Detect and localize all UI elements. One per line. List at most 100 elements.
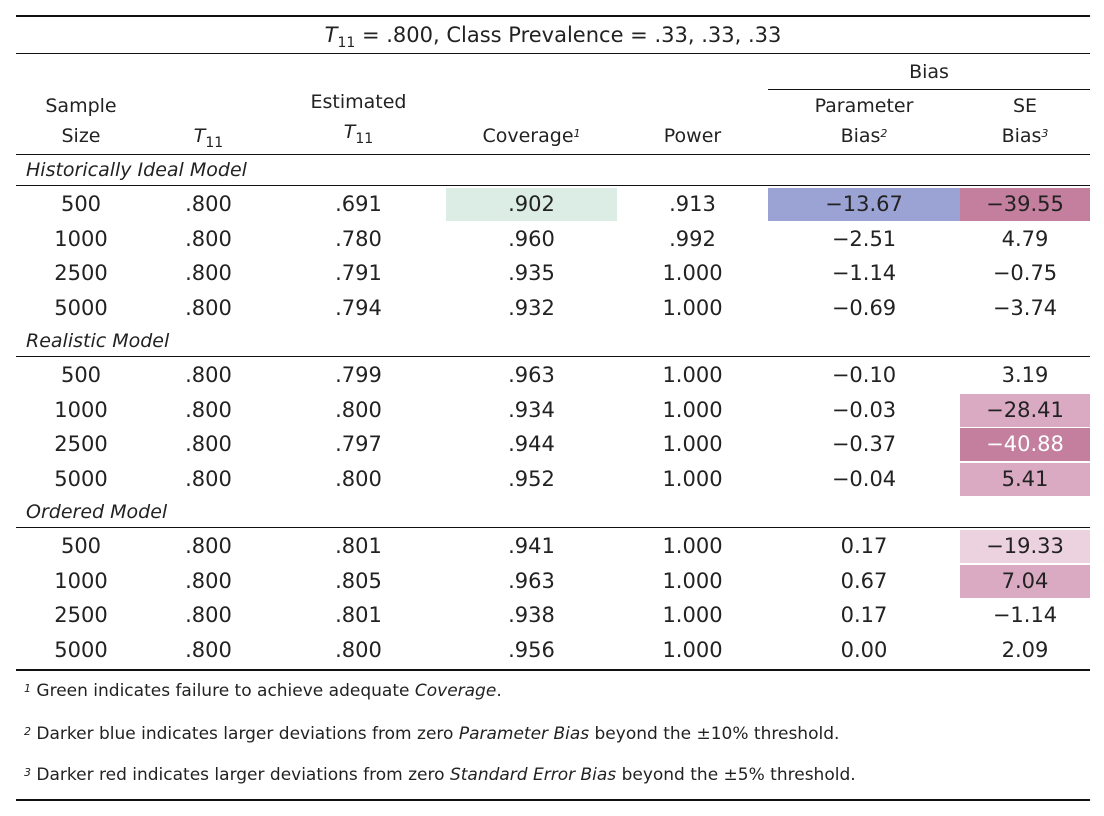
cell-power: .913: [669, 192, 716, 216]
cell-t11: .800: [185, 397, 232, 422]
cell-power: 1.000: [662, 534, 723, 558]
cell-t11: .800: [185, 466, 232, 491]
footnote-term: Coverage: [414, 681, 497, 701]
cell-param-bias: −0.10: [831, 363, 897, 387]
cell-n: 5000: [54, 637, 108, 662]
cell-coverage: .956: [508, 637, 555, 662]
cell-power: 1.000: [662, 261, 723, 285]
cell-se-bias: −39.55: [960, 188, 1090, 221]
cell-n: 2500: [54, 432, 108, 456]
cell-est: .801: [335, 534, 382, 558]
section-rule: [16, 185, 1090, 186]
cell-power: 1.000: [662, 603, 723, 627]
header-rule: [16, 154, 1090, 155]
cell-se-bias: −3.74: [992, 295, 1058, 320]
header-parameter-bias: Parameter Bias2: [814, 95, 914, 147]
footnote-term: Parameter Bias: [458, 724, 590, 744]
section-label: Realistic Model: [26, 330, 170, 352]
cell-coverage: .944: [508, 432, 555, 456]
cell-est: .780: [335, 226, 382, 251]
cell-coverage: .935: [508, 261, 555, 285]
header-sample-size: Sample Size: [45, 95, 117, 147]
cell-n: 2500: [54, 261, 108, 285]
cell-se-bias: −28.41: [960, 393, 1090, 427]
cell-t11: .800: [185, 603, 232, 627]
top-rule: [16, 15, 1090, 17]
footnote-text-end: .: [496, 681, 502, 701]
footnote-text: Green indicates failure to achieve adequ…: [31, 681, 415, 701]
cell-coverage: .952: [508, 466, 555, 491]
cell-param-bias: −2.51: [831, 226, 897, 251]
section-label: Historically Ideal Model: [26, 159, 247, 181]
cell-param-bias: 0.00: [840, 637, 888, 662]
cell-n: 5000: [54, 295, 108, 320]
cell-est: .799: [335, 363, 382, 387]
cell-t11: .800: [185, 363, 232, 387]
footnote-text: Darker red indicates larger deviations f…: [31, 765, 450, 785]
cell-n: 1000: [54, 397, 108, 422]
cell-n: 1000: [54, 226, 108, 251]
cell-est: .805: [335, 568, 382, 593]
cell-coverage: .963: [508, 363, 555, 387]
cell-power: 1.000: [662, 363, 723, 387]
cell-t11: .800: [185, 568, 232, 593]
cell-se-bias: 2.09: [1001, 637, 1049, 662]
cell-est: .800: [335, 397, 382, 422]
cell-t11: .800: [185, 432, 232, 456]
header-power: Power: [663, 125, 722, 147]
cell-param-bias: −13.67: [768, 188, 960, 221]
cell-param-bias: 0.17: [840, 534, 888, 558]
cell-n: 500: [60, 534, 102, 558]
cell-t11: .800: [185, 261, 232, 285]
cell-t11: .800: [185, 192, 232, 216]
cell-t11: .800: [185, 637, 232, 662]
cell-est: .691: [335, 192, 382, 216]
header-coverage: Coverage1: [482, 125, 581, 147]
cell-power: 1.000: [662, 397, 723, 422]
cell-coverage: .941: [508, 534, 555, 558]
cell-param-bias: 0.17: [840, 603, 888, 627]
cell-t11: .800: [185, 226, 232, 251]
table-title: T11 = .800, Class Prevalence = .33, .33,…: [324, 23, 782, 51]
cell-coverage: .960: [508, 226, 555, 251]
cell-power: .992: [669, 226, 716, 251]
cell-se-bias: −19.33: [960, 530, 1090, 563]
header-t11: T11: [193, 125, 224, 151]
cell-n: 500: [60, 363, 102, 387]
cell-est: .797: [335, 432, 382, 456]
section-rule: [16, 527, 1090, 528]
cell-param-bias: −0.37: [831, 432, 897, 456]
cell-power: 1.000: [662, 295, 723, 320]
cell-se-bias: 7.04: [960, 564, 1090, 598]
cell-coverage: .938: [508, 603, 555, 627]
cell-est: .801: [335, 603, 382, 627]
cell-se-bias: −0.75: [992, 261, 1058, 285]
cell-param-bias: 0.67: [840, 568, 888, 593]
footnote-text: Darker blue indicates larger deviations …: [31, 724, 459, 744]
cell-t11: .800: [185, 534, 232, 558]
bias-group-header: Bias: [909, 61, 949, 83]
footnote: 1 Green indicates failure to achieve ade…: [24, 679, 502, 703]
cell-n: 2500: [54, 603, 108, 627]
cell-est: .791: [335, 261, 382, 285]
cell-t11: .800: [185, 295, 232, 320]
bottom-rule: [16, 799, 1090, 801]
header-estimated-t11: Estimated T11: [310, 91, 407, 147]
footnote: 2 Darker blue indicates larger deviation…: [24, 722, 839, 746]
cell-power: 1.000: [662, 466, 723, 491]
cell-se-bias: −40.88: [960, 428, 1090, 461]
footnote-term: Standard Error Bias: [449, 765, 617, 785]
section-rule: [16, 356, 1090, 357]
cell-se-bias: 4.79: [1001, 226, 1049, 251]
cell-coverage: .934: [508, 397, 555, 422]
cell-se-bias: 5.41: [960, 462, 1090, 496]
cell-n: 500: [60, 192, 102, 216]
footnote-number: 2: [24, 725, 31, 738]
section-label: Ordered Model: [26, 501, 168, 523]
footnote-text-end: beyond the ±5% threshold.: [616, 765, 856, 785]
cell-param-bias: −0.04: [831, 466, 897, 491]
cell-power: 1.000: [662, 432, 723, 456]
cell-param-bias: −0.03: [831, 397, 897, 422]
cell-param-bias: −0.69: [831, 295, 897, 320]
cell-est: .800: [335, 637, 382, 662]
